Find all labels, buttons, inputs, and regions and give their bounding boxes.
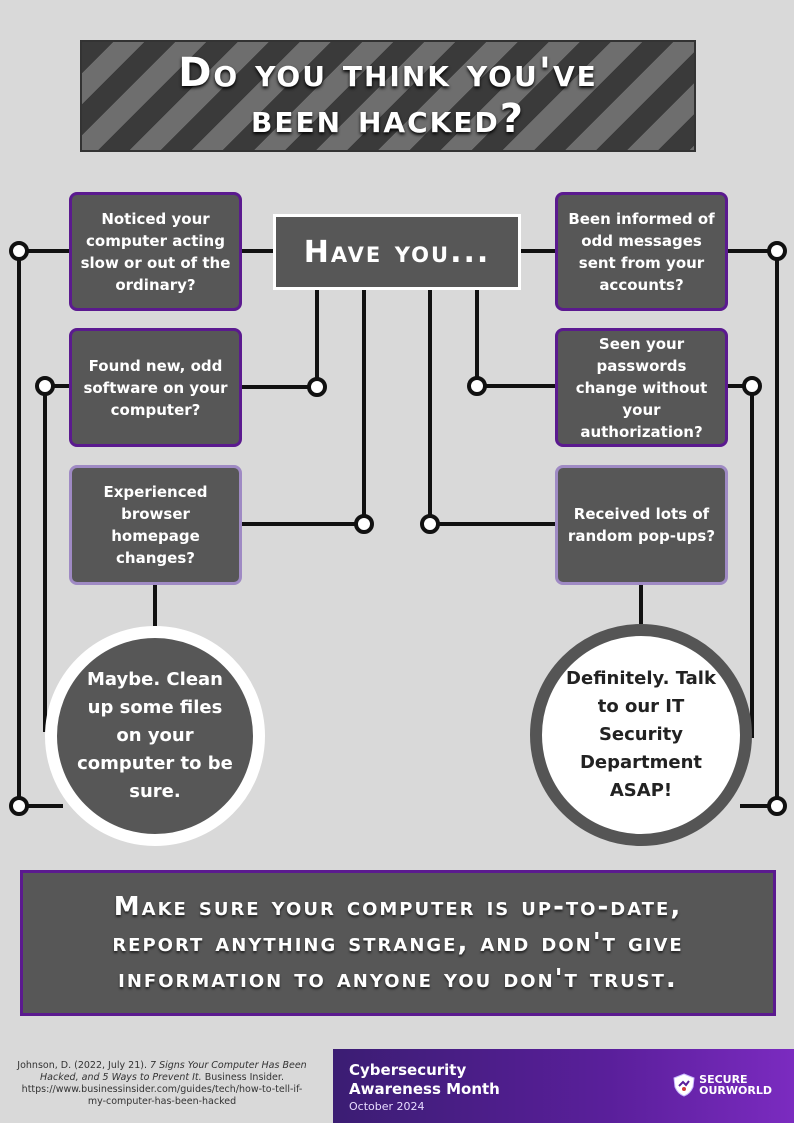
- sign-homepage-changes: Experienced browser homepage changes?: [69, 465, 242, 585]
- sign-slow-computer: Noticed your computer acting slow or out…: [69, 192, 242, 311]
- node-center-right-2: [467, 376, 487, 396]
- wire-center-left-2: [240, 290, 319, 389]
- node-center-right-3: [420, 514, 440, 534]
- footer-title: Cybersecurity Awareness Month: [349, 1061, 500, 1098]
- footer-band: Cybersecurity Awareness Month October 20…: [333, 1049, 794, 1123]
- citation-title: 7 Signs Your Computer Has Been Hacked, a…: [40, 1060, 307, 1083]
- center-question: Have you...: [273, 214, 521, 290]
- maybe-outcome: Maybe. Clean up some files on your compu…: [45, 626, 265, 846]
- node-outer-left-bottom: [9, 796, 29, 816]
- node-center-left-3: [354, 514, 374, 534]
- wire-center-right-3: [428, 290, 556, 526]
- node-center-left-2: [307, 377, 327, 397]
- citation-source: Business Insider. https://www.businessin…: [21, 1072, 303, 1107]
- sign-odd-messages: Been informed of odd messages sent from …: [555, 192, 728, 311]
- title-banner: Do you think you've been hacked?: [80, 40, 696, 152]
- advice-text: Make sure your computer is up-to-date, r…: [112, 892, 684, 994]
- footer-date: October 2024: [349, 1100, 425, 1113]
- page-title: Do you think you've been hacked?: [178, 50, 598, 142]
- wire-outer-right: [726, 249, 779, 808]
- node-inner-right: [742, 376, 762, 396]
- node-outer-left-top: [9, 241, 29, 261]
- wire-outer-left: [17, 249, 70, 808]
- node-outer-right-top: [767, 241, 787, 261]
- citation: Johnson, D. (2022, July 21). 7 Signs You…: [14, 1060, 310, 1108]
- wire-center-right-2: [475, 290, 556, 388]
- citation-author: Johnson, D. (2022, July 21).: [17, 1060, 150, 1071]
- secure-our-world-logo: SECURE OURWORLD: [673, 1073, 772, 1097]
- wire-center-left-3: [240, 290, 366, 526]
- node-outer-right-bottom: [767, 796, 787, 816]
- sign-popups: Received lots of random pop-ups?: [555, 465, 728, 585]
- sign-password-changes: Seen your passwords change without your …: [555, 328, 728, 447]
- node-inner-left: [35, 376, 55, 396]
- sign-odd-software: Found new, odd software on your computer…: [69, 328, 242, 447]
- shield-icon: [673, 1073, 695, 1097]
- logo-text: SECURE OURWORLD: [699, 1073, 772, 1097]
- definitely-outcome: Definitely. Talk to our IT Security Depa…: [530, 624, 752, 846]
- advice-banner: Make sure your computer is up-to-date, r…: [20, 870, 776, 1016]
